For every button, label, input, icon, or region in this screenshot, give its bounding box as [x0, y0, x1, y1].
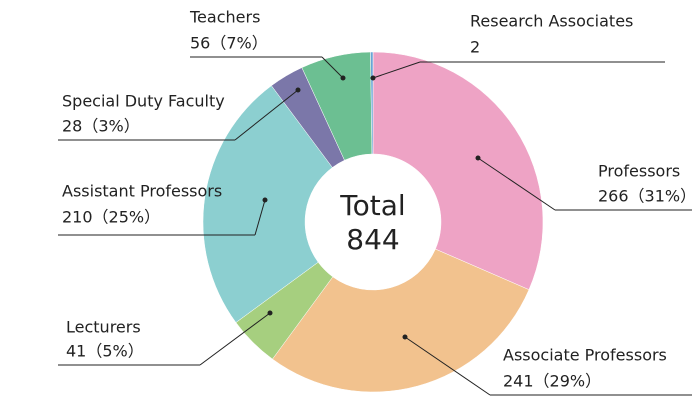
leader-line — [234, 89, 299, 141]
leader-dot — [475, 155, 481, 161]
leader-dot — [370, 75, 376, 81]
slice-label: Assistant Professors — [62, 182, 222, 201]
leader-line — [199, 312, 271, 366]
leader-line — [321, 56, 344, 79]
pie-segment — [202, 85, 333, 323]
slice-label: Research Associates — [470, 12, 633, 31]
pie-segment — [372, 51, 544, 291]
center-total: 844 — [346, 223, 399, 256]
slice-label: Teachers — [189, 8, 260, 27]
center-label: Total — [339, 189, 405, 222]
leader-line — [404, 336, 491, 396]
slice-value-label: 241（29%） — [503, 372, 601, 391]
slice-label: Associate Professors — [503, 346, 667, 365]
slice-value-label: 2 — [470, 38, 480, 57]
slice-label: Special Duty Faculty — [62, 92, 225, 111]
pie-segment — [272, 248, 530, 393]
slice-value-label: 41（5%） — [66, 342, 144, 361]
leader-dot — [402, 334, 408, 340]
leader-dot — [262, 197, 268, 203]
slice-label: Lecturers — [66, 318, 141, 337]
leader-line — [372, 61, 421, 79]
slice-value-label: 28（3%） — [62, 117, 140, 136]
slice-value-label: 210（25%） — [62, 208, 160, 227]
leader-dot — [340, 75, 346, 81]
leader-line — [477, 157, 556, 211]
slice-value-label: 266（31%） — [598, 187, 692, 206]
slice-value-label: 56（7%） — [190, 34, 268, 53]
slice-label: Professors — [598, 162, 680, 181]
leader-dot — [267, 310, 273, 316]
leader-dot — [295, 87, 301, 93]
leader-line — [254, 199, 266, 236]
